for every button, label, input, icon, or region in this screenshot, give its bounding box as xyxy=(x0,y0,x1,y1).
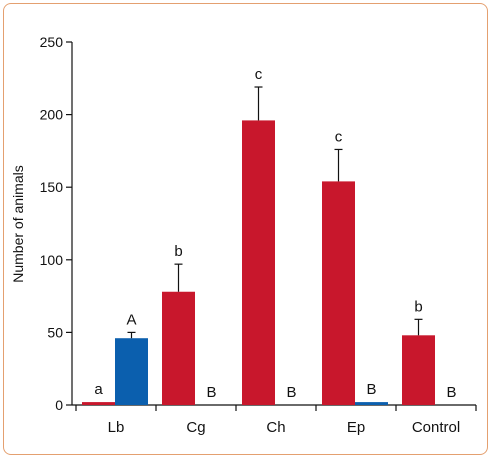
y-tick-label: 200 xyxy=(40,107,64,123)
y-tick-label: 50 xyxy=(47,324,63,340)
significance-label: B xyxy=(446,384,456,401)
y-tick-label: 0 xyxy=(55,397,63,413)
y-axis-label: Number of animals xyxy=(10,165,26,283)
y-tick-label: 100 xyxy=(40,252,64,268)
significance-label: b xyxy=(174,243,182,260)
y-tick-label: 150 xyxy=(40,179,64,195)
bar xyxy=(355,402,388,405)
x-category-label: Ep xyxy=(347,419,365,436)
significance-label: b xyxy=(414,298,422,315)
x-axis: Lb Cg Ch Ep Control xyxy=(72,404,477,436)
bar xyxy=(115,338,148,405)
x-category-label: Ch xyxy=(266,419,285,436)
significance-label: c xyxy=(255,66,263,83)
significance-label: B xyxy=(286,384,296,401)
bar xyxy=(242,120,275,406)
bar xyxy=(82,402,115,405)
bars xyxy=(82,120,435,406)
bar xyxy=(322,181,355,405)
y-axis: 0 50 100 150 200 250 xyxy=(40,34,73,413)
x-category-label: Cg xyxy=(186,419,205,436)
significance-labels: a b c c b A B B B B xyxy=(94,66,456,401)
y-tick-label: 250 xyxy=(40,34,64,50)
significance-label: A xyxy=(126,311,136,328)
significance-label: B xyxy=(366,381,376,398)
x-category-label: Control xyxy=(412,419,460,436)
x-category-label: Lb xyxy=(108,419,125,436)
significance-label: c xyxy=(335,128,343,145)
bar xyxy=(162,291,195,405)
bar xyxy=(402,335,435,405)
figure-frame xyxy=(3,3,488,455)
error-bars xyxy=(127,86,423,339)
significance-label: B xyxy=(206,384,216,401)
significance-label: a xyxy=(94,381,103,398)
